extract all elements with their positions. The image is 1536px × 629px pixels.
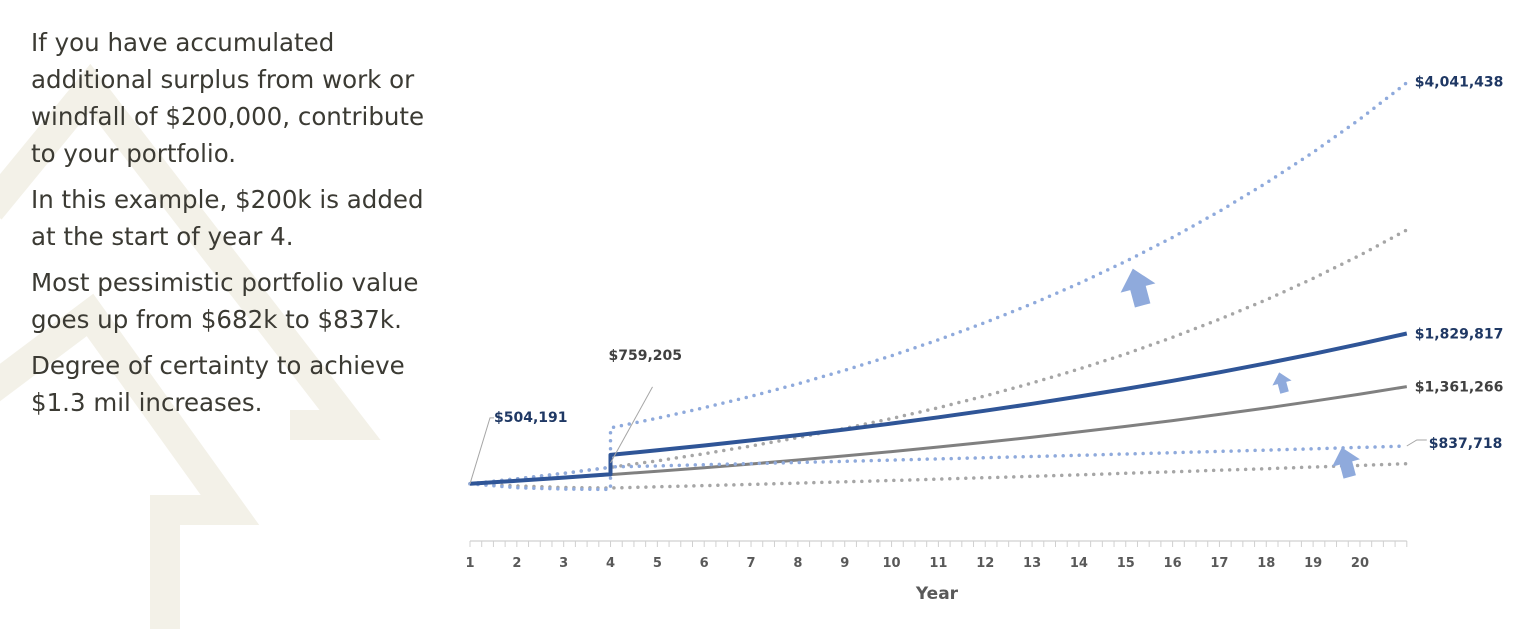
watermark-chevron-outer [0,63,381,440]
x-tick-label: 6 [700,556,709,571]
data-labels: $504,191 $759,205 $4,041,438 $1,829,817 $1,3… [469,75,1504,484]
series-line-upper_new [468,80,1409,486]
x-tick-label: 9 [840,556,849,571]
x-tick-label: 10 [883,556,901,571]
leader-line [610,386,653,464]
x-axis: 1 2 3 4 5 6 7 8 9 10 11 12 13 14 15 16 17 18 19 20 [465,540,1408,571]
paragraph-contribution: If you have accumulated additional surpl… [31,28,425,168]
x-tick-label: 3 [559,556,568,571]
x-tick-label: 2 [512,556,521,571]
paragraph-certainty: Degree of certainty to achieve $1.3 mil … [31,351,405,417]
up-arrow-icon [1272,372,1292,394]
x-tick-label: 4 [606,556,615,571]
series-line-median_new [469,331,1408,486]
x-tick-label: 18 [1257,556,1275,571]
text-panel: If you have accumulated additional surpl… [31,24,431,430]
x-tick-label: 20 [1351,556,1369,571]
x-tick-label: 19 [1304,556,1322,571]
x-tick-label: 17 [1210,556,1228,571]
arrow-annotations [1120,268,1360,479]
series-line-lower_new [468,444,1409,492]
x-tick-label: 1 [465,556,474,571]
data-label: $504,191 [494,410,568,426]
data-label: $1,829,817 [1415,326,1504,342]
x-tick-label: 7 [747,556,756,571]
x-tick-label: 5 [653,556,662,571]
paragraph-pessimistic: Most pessimistic portfolio value goes up… [31,268,419,334]
x-tick-label: 12 [976,556,994,571]
x-axis-title: Year [915,584,959,604]
leader-line [469,417,494,484]
x-tick-label: 11 [929,556,947,571]
data-label: $4,041,438 [1415,75,1504,91]
up-arrow-icon [1332,447,1360,479]
data-label: $759,205 [609,348,683,364]
series-line-median_orig [469,385,1408,486]
series-group [468,80,1409,492]
paragraph-example: In this example, $200k is added at the s… [31,185,424,251]
leader-line [1406,439,1427,447]
watermark-chevron-inner [0,293,260,629]
x-tick-label: 16 [1164,556,1182,571]
x-tick-label: 8 [793,556,802,571]
data-label: $837,718 [1429,436,1503,452]
x-tick-label: 14 [1070,556,1088,571]
x-tick-label: 15 [1117,556,1135,571]
up-arrow-icon [1120,268,1156,308]
x-tick-label: 13 [1023,556,1041,571]
data-label: $1,361,266 [1415,380,1504,396]
